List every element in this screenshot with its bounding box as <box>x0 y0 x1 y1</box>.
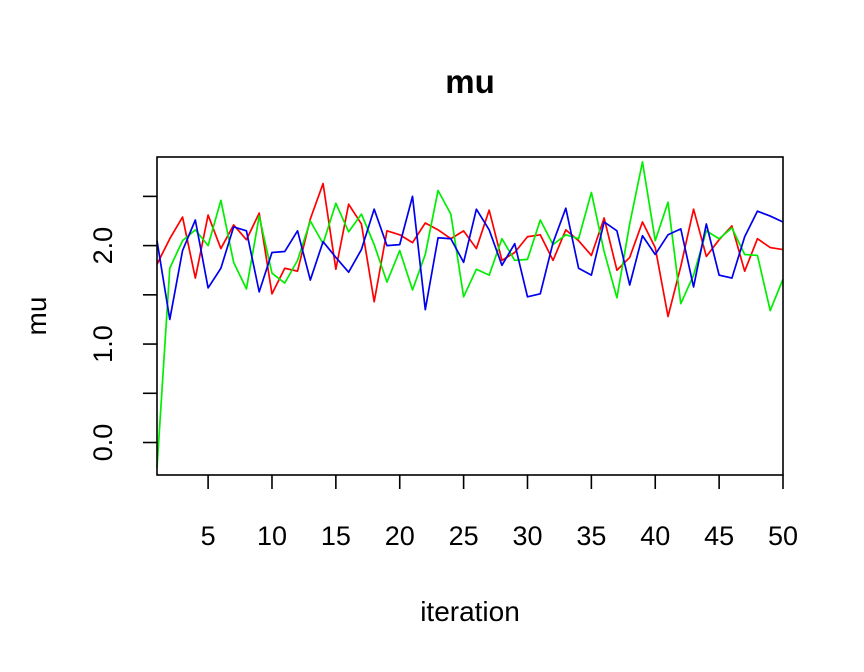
y-tick-label-0: 0.0 <box>88 424 118 462</box>
x-axis-label: iteration <box>420 596 520 627</box>
x-tick-label-45: 45 <box>704 521 734 551</box>
chart-title: mu <box>445 63 495 100</box>
series-line-3 <box>156 195 784 321</box>
x-tick-label-50: 50 <box>768 521 798 551</box>
y-axis-label: mu <box>21 297 52 336</box>
x-tick-label-40: 40 <box>640 521 670 551</box>
y-tick-label-2: 1.0 <box>88 325 118 363</box>
x-tick-label-10: 10 <box>257 521 287 551</box>
x-tick-label-20: 20 <box>385 521 415 551</box>
x-tick-label-30: 30 <box>512 521 542 551</box>
series-layer <box>156 161 784 469</box>
x-tick-label-5: 5 <box>201 521 216 551</box>
plot-frame <box>156 156 784 476</box>
x-axis: 5 10 15 20 25 30 35 40 45 50 <box>201 475 798 551</box>
x-tick-label-35: 35 <box>576 521 606 551</box>
y-axis: 0.0 1.0 2.0 <box>88 195 157 462</box>
x-tick-label-25: 25 <box>449 521 479 551</box>
y-tick-label-4: 2.0 <box>88 227 118 265</box>
x-tick-label-15: 15 <box>321 521 351 551</box>
series-line-2 <box>156 161 784 469</box>
